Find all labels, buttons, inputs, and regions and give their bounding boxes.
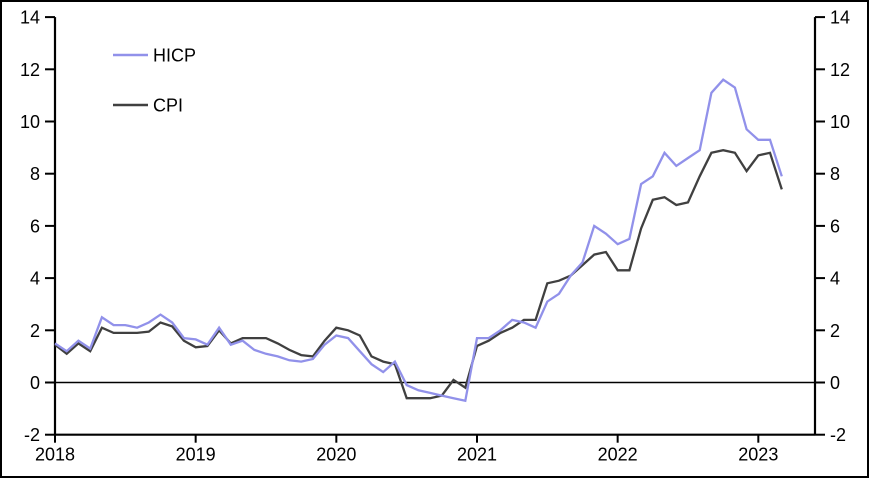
y-tick-label-right: 14 [830, 8, 850, 28]
y-tick-label-left: 4 [30, 269, 40, 289]
y-tick-label-left: 2 [30, 321, 40, 341]
y-tick-label-right: 8 [830, 164, 840, 184]
x-tick-label: 2022 [598, 445, 638, 465]
y-tick-label-left: 6 [30, 216, 40, 236]
y-tick-label-right: 6 [830, 216, 840, 236]
x-tick-label: 2019 [176, 445, 216, 465]
legend-label-cpi: CPI [153, 96, 183, 116]
y-tick-label-right: 0 [830, 373, 840, 393]
legend-label-hicp: HICP [153, 46, 196, 66]
x-tick-label: 2020 [316, 445, 356, 465]
y-tick-label-left: 0 [30, 373, 40, 393]
y-tick-label-right: 12 [830, 60, 850, 80]
y-tick-label-right: 4 [830, 269, 840, 289]
series-line-cpi [54, 149, 783, 400]
y-tick-label-left: 8 [30, 164, 40, 184]
y-tick-label-right: -2 [830, 425, 846, 445]
y-tick-label-right: 2 [830, 321, 840, 341]
x-tick-label: 2021 [457, 445, 497, 465]
x-tick-label: 2023 [738, 445, 778, 465]
y-tick-label-left: 14 [20, 8, 40, 28]
y-tick-label-right: 10 [830, 112, 850, 132]
y-tick-label-left: -2 [24, 425, 40, 445]
y-tick-label-left: 10 [20, 112, 40, 132]
series-line-hicp [54, 78, 783, 403]
x-tick-label: 2018 [35, 445, 75, 465]
y-tick-label-left: 12 [20, 60, 40, 80]
